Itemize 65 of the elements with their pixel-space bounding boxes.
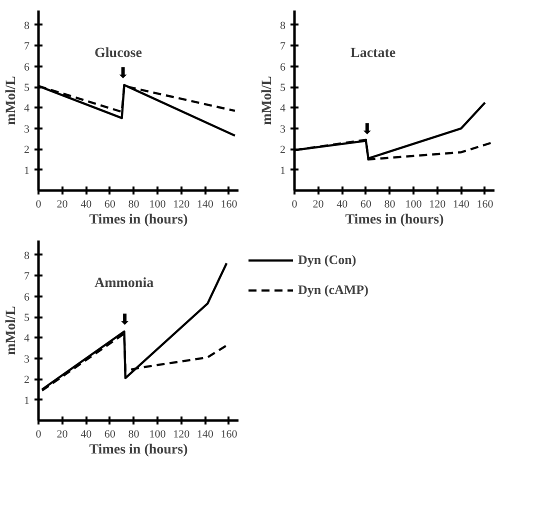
y-tick-label: 7 bbox=[24, 270, 30, 283]
y-tick-label: 5 bbox=[24, 82, 30, 94]
x-tick-label: 60 bbox=[104, 198, 116, 210]
x-axis-title: Times in (hours) bbox=[345, 212, 444, 228]
x-tick-label: 40 bbox=[336, 198, 348, 210]
y-tick-label: 7 bbox=[24, 40, 30, 53]
x-tick-label: 120 bbox=[173, 198, 190, 210]
y-tick-label: 7 bbox=[280, 40, 286, 53]
x-tick-label: 100 bbox=[149, 198, 166, 210]
x-tick-label: 140 bbox=[196, 198, 214, 210]
y-tick-label: 4 bbox=[280, 102, 286, 115]
x-tick-label: 80 bbox=[384, 198, 396, 210]
y-tick-label: 5 bbox=[280, 82, 286, 94]
x-tick-label: 0 bbox=[292, 198, 298, 210]
x-tick-label: 100 bbox=[405, 198, 422, 210]
y-tick-label: 6 bbox=[24, 291, 30, 304]
x-tick-label: 20 bbox=[312, 198, 324, 210]
x-tick-label: 100 bbox=[149, 428, 166, 440]
text: Lactate bbox=[350, 46, 396, 61]
annotation: ⬇ bbox=[118, 310, 132, 329]
x-tick-label: 60 bbox=[104, 428, 116, 440]
x-tick-label: 160 bbox=[476, 198, 494, 210]
x-tick-label: 80 bbox=[128, 198, 140, 210]
y-tick-label: 1 bbox=[24, 164, 30, 177]
y-tick-label: 1 bbox=[280, 164, 286, 177]
y-tick-label: 8 bbox=[24, 20, 30, 32]
x-tick-label: 80 bbox=[128, 428, 140, 440]
y-tick-label: 6 bbox=[24, 61, 30, 74]
x-tick-label: 140 bbox=[196, 428, 214, 440]
y-tick-label: 4 bbox=[24, 102, 30, 115]
x-tick-label: 160 bbox=[220, 428, 238, 440]
y-tick-label: 2 bbox=[280, 144, 286, 156]
y-axis-title: mMol/L bbox=[4, 76, 19, 125]
x-tick-label: 40 bbox=[80, 198, 92, 210]
y-tick-label: 3 bbox=[24, 353, 30, 366]
y-tick-label: 4 bbox=[24, 332, 30, 345]
legend-label: Dyn (Con) bbox=[298, 252, 356, 268]
y-tick-label: 8 bbox=[24, 250, 30, 262]
y-tick-label: 3 bbox=[280, 123, 286, 136]
y-axis-title: mMol/L bbox=[260, 76, 275, 125]
x-axis-title: Times in (hours) bbox=[89, 442, 188, 458]
x-axis-title: Times in (hours) bbox=[89, 212, 188, 228]
y-tick-label: 3 bbox=[24, 123, 30, 136]
x-tick-label: 0 bbox=[36, 198, 42, 210]
x-tick-label: 40 bbox=[80, 428, 92, 440]
x-tick-label: 20 bbox=[56, 198, 68, 210]
x-tick-label: 140 bbox=[452, 198, 470, 210]
x-tick-label: 20 bbox=[56, 428, 68, 440]
y-tick-label: 1 bbox=[24, 394, 30, 407]
annotation: ⬇ bbox=[360, 120, 374, 138]
x-tick-label: 60 bbox=[360, 198, 372, 210]
x-tick-label: 120 bbox=[429, 198, 446, 210]
x-tick-label: 160 bbox=[220, 198, 238, 210]
legend-label: Dyn (cAMP) bbox=[298, 282, 368, 298]
y-tick-label: 6 bbox=[280, 61, 286, 74]
annotation: ⬇ bbox=[116, 64, 130, 82]
y-axis-title: mMol/L bbox=[4, 306, 19, 355]
x-tick-label: 120 bbox=[173, 428, 190, 440]
text: Ammonia bbox=[94, 276, 154, 291]
y-tick-label: 8 bbox=[280, 20, 286, 32]
y-tick-label: 5 bbox=[24, 312, 30, 324]
y-tick-label: 2 bbox=[24, 144, 30, 156]
y-tick-label: 2 bbox=[24, 374, 30, 386]
x-tick-label: 0 bbox=[36, 428, 42, 440]
text: Glucose bbox=[94, 46, 142, 61]
